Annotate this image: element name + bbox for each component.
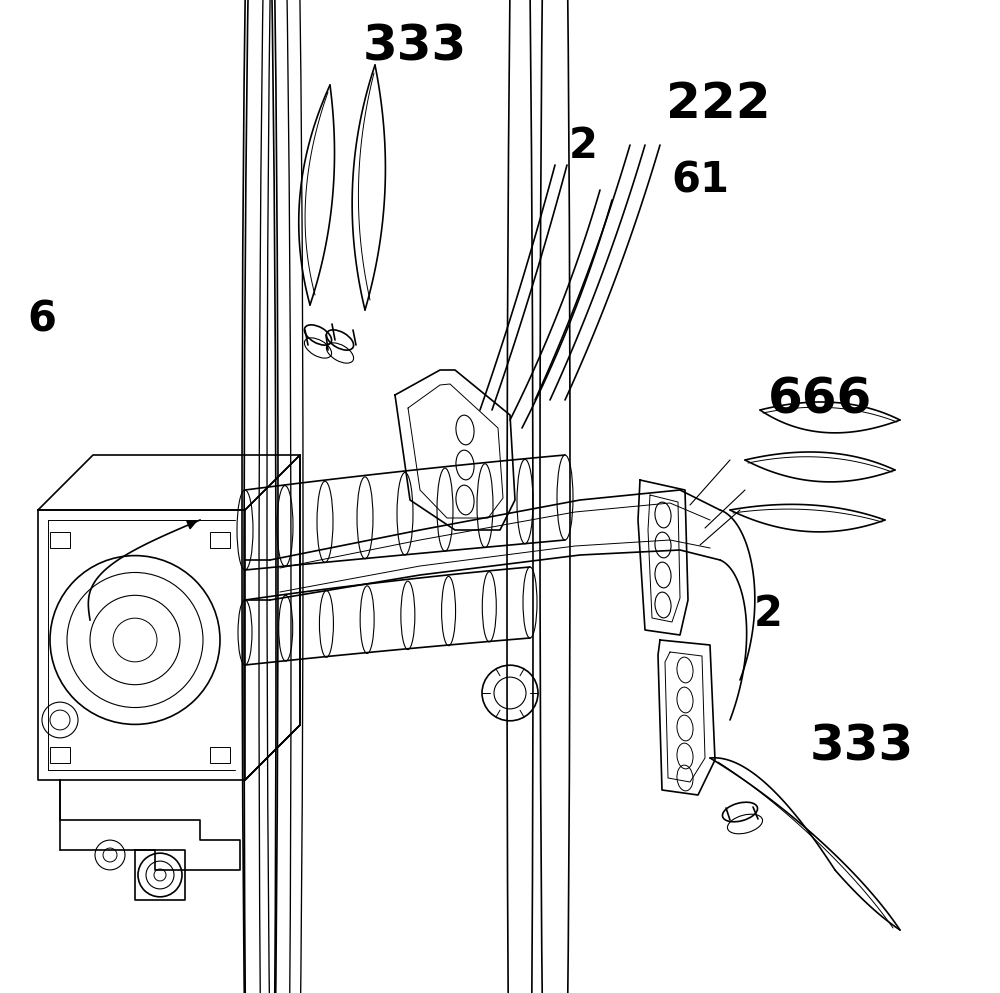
Bar (50, 747, 70, 763)
Text: 666: 666 (768, 375, 872, 423)
Bar (210, 747, 230, 763)
Bar (50, 532, 70, 548)
Text: 333: 333 (363, 23, 467, 71)
Text: 2: 2 (754, 593, 782, 635)
Text: 222: 222 (666, 80, 770, 128)
Text: 6: 6 (28, 299, 56, 341)
Text: 2: 2 (569, 125, 597, 167)
Text: 61: 61 (671, 160, 729, 202)
Text: 333: 333 (810, 723, 914, 771)
Bar (210, 532, 230, 548)
